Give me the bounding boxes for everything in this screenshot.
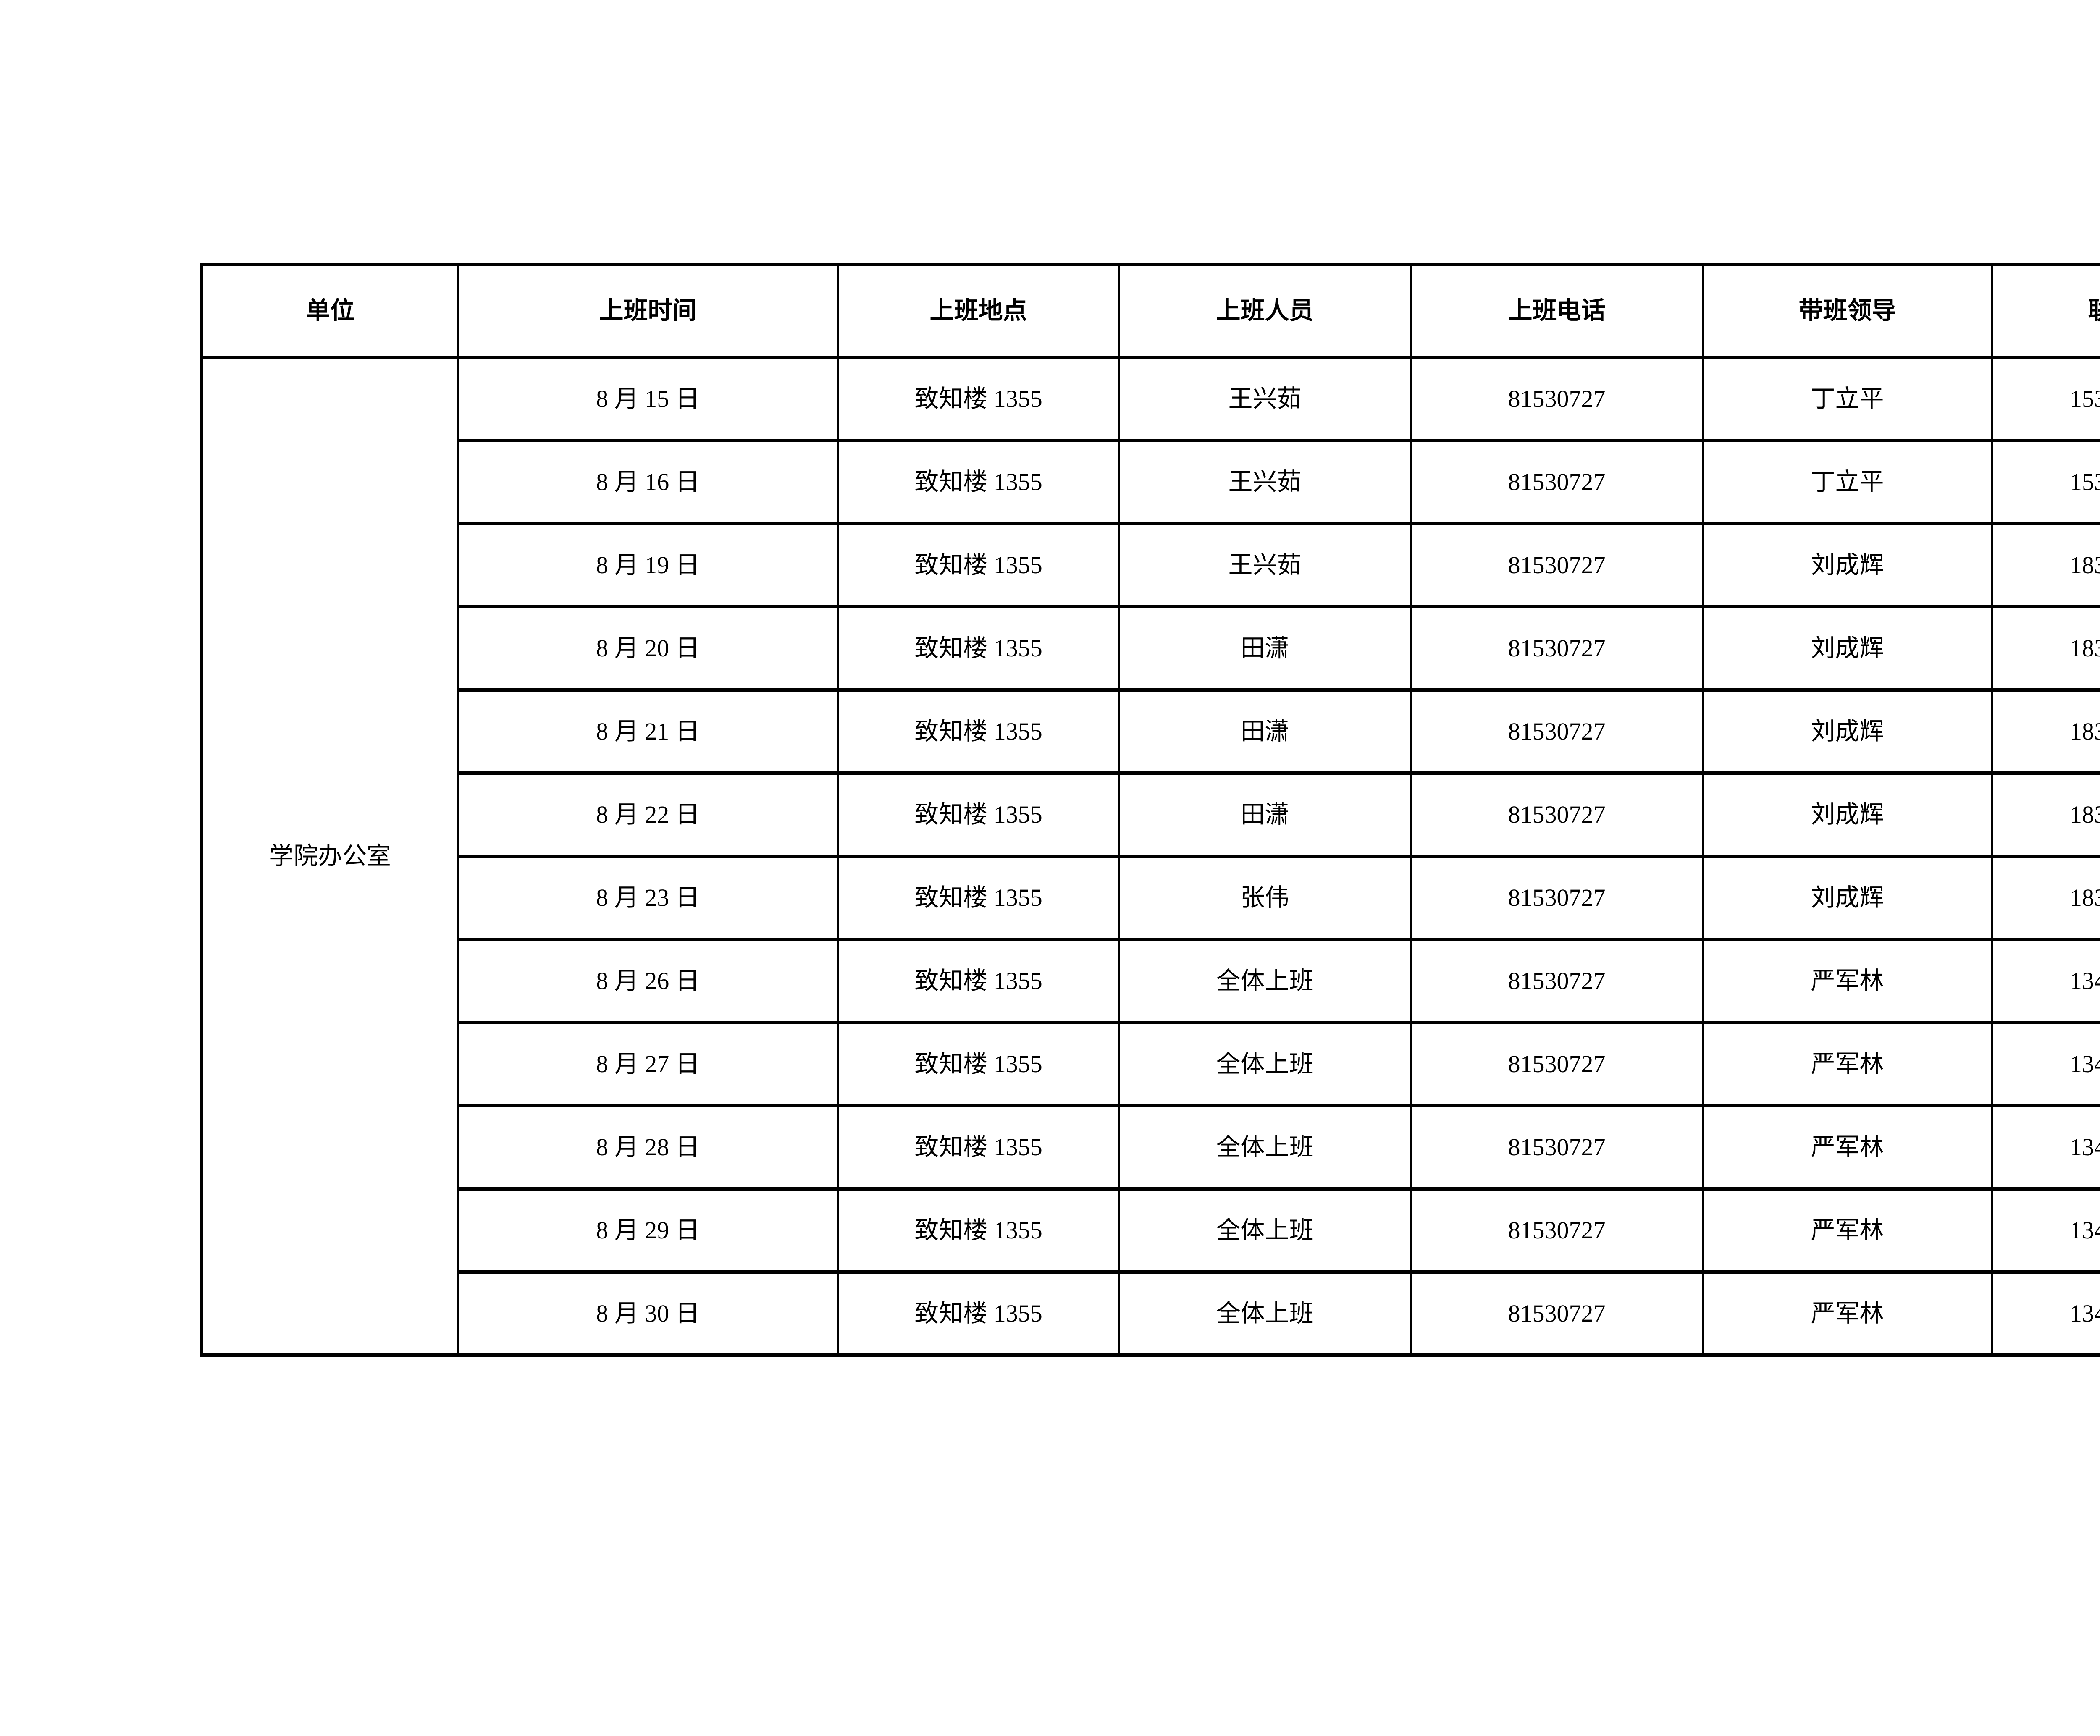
cell-location: 致知楼 1355 [837,1187,1120,1274]
col-header-location: 上班地点 [837,263,1120,359]
cell-contact: 18392107176 [1991,605,2100,692]
cell-contact: 18392107176 [1991,522,2100,608]
cell-person: 全体上班 [1118,938,1412,1024]
cell-phone: 81530727 [1410,1021,1704,1107]
cell-phone: 81530727 [1410,688,1704,775]
cell-location: 致知楼 1355 [837,771,1120,858]
cell-location: 致知楼 1355 [837,688,1120,775]
cell-person: 田潇 [1118,688,1412,775]
cell-date: 8 月 15 日 [457,356,839,442]
cell-person: 全体上班 [1118,1021,1412,1107]
col-header-date: 上班时间 [457,263,839,359]
cell-location: 致知楼 1355 [837,356,1120,442]
col-header-person: 上班人员 [1118,263,1412,359]
table-header-row: 单位 上班时间 上班地点 上班人员 上班电话 带班领导 联系方式 [201,263,2100,359]
cell-phone: 81530727 [1410,938,1704,1024]
cell-leader: 严军林 [1702,1187,1993,1274]
cell-phone: 81530727 [1410,1187,1704,1274]
cell-date: 8 月 28 日 [457,1104,839,1191]
cell-phone: 81530727 [1410,1270,1704,1357]
cell-location: 致知楼 1355 [837,1270,1120,1357]
cell-leader: 刘成辉 [1702,605,1993,692]
cell-leader: 严军林 [1702,1104,1993,1191]
cell-person: 田潇 [1118,771,1412,858]
cell-person: 王兴茹 [1118,522,1412,608]
cell-location: 致知楼 1355 [837,1104,1120,1191]
cell-date: 8 月 29 日 [457,1187,839,1274]
cell-phone: 81530727 [1410,522,1704,608]
cell-location: 致知楼 1355 [837,938,1120,1024]
cell-leader: 丁立平 [1702,439,1993,525]
cell-contact: 13474173586 [1991,1021,2100,1107]
cell-contact: 18392107176 [1991,855,2100,941]
cell-contact: 13474173586 [1991,1104,2100,1191]
cell-person: 张伟 [1118,855,1412,941]
cell-date: 8 月 20 日 [457,605,839,692]
cell-leader: 刘成辉 [1702,855,1993,941]
cell-person: 田潇 [1118,605,1412,692]
cell-phone: 81530727 [1410,855,1704,941]
cell-contact: 13474173586 [1991,1187,2100,1274]
cell-contact: 13474173586 [1991,1270,2100,1357]
cell-date: 8 月 27 日 [457,1021,839,1107]
cell-contact: 15353623768 [1991,439,2100,525]
cell-date: 8 月 21 日 [457,688,839,775]
cell-date: 8 月 23 日 [457,855,839,941]
cell-person: 全体上班 [1118,1187,1412,1274]
cell-phone: 81530727 [1410,605,1704,692]
col-header-unit: 单位 [201,263,459,359]
col-header-leader: 带班领导 [1702,263,1993,359]
cell-leader: 刘成辉 [1702,771,1993,858]
cell-person: 全体上班 [1118,1104,1412,1191]
col-header-contact: 联系方式 [1991,263,2100,359]
unit-cell: 学院办公室 [201,356,459,1357]
cell-leader: 严军林 [1702,1021,1993,1107]
duty-schedule-table: 单位 上班时间 上班地点 上班人员 上班电话 带班领导 联系方式 学院办公室8 … [200,263,2100,1357]
cell-phone: 81530727 [1410,356,1704,442]
cell-leader: 刘成辉 [1702,688,1993,775]
cell-contact: 18392107176 [1991,688,2100,775]
cell-date: 8 月 22 日 [457,771,839,858]
cell-phone: 81530727 [1410,1104,1704,1191]
cell-phone: 81530727 [1410,771,1704,858]
cell-location: 致知楼 1355 [837,439,1120,525]
cell-date: 8 月 26 日 [457,938,839,1024]
cell-person: 全体上班 [1118,1270,1412,1357]
cell-person: 王兴茹 [1118,439,1412,525]
cell-contact: 13474173586 [1991,938,2100,1024]
cell-location: 致知楼 1355 [837,605,1120,692]
cell-leader: 刘成辉 [1702,522,1993,608]
cell-date: 8 月 19 日 [457,522,839,608]
cell-date: 8 月 30 日 [457,1270,839,1357]
cell-contact: 15353623768 [1991,356,2100,442]
cell-contact: 18392107176 [1991,771,2100,858]
cell-leader: 严军林 [1702,938,1993,1024]
col-header-phone: 上班电话 [1410,263,1704,359]
cell-person: 王兴茹 [1118,356,1412,442]
cell-leader: 丁立平 [1702,356,1993,442]
cell-leader: 严军林 [1702,1270,1993,1357]
cell-location: 致知楼 1355 [837,522,1120,608]
cell-phone: 81530727 [1410,439,1704,525]
cell-location: 致知楼 1355 [837,1021,1120,1107]
cell-location: 致知楼 1355 [837,855,1120,941]
cell-date: 8 月 16 日 [457,439,839,525]
